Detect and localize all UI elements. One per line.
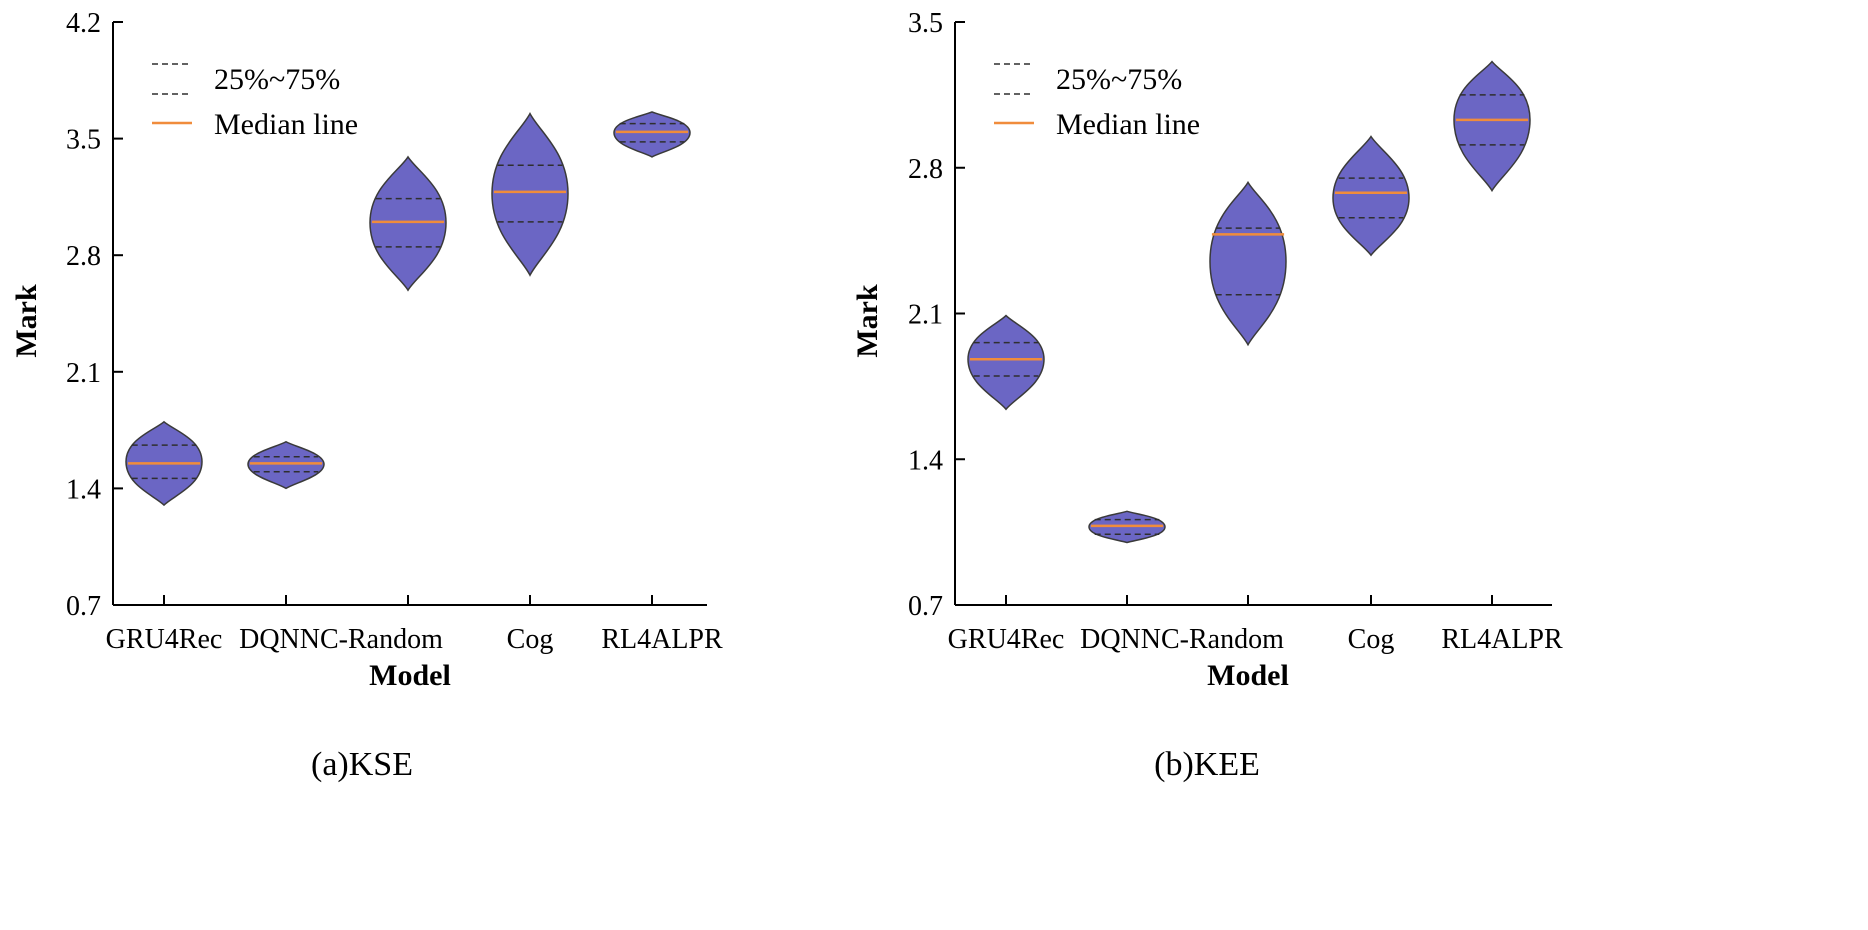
legend-median-label: Median line: [1056, 108, 1200, 141]
chart-panel-1: 0.7 1.4 2.1 2.8 3.5 4.2 GRU4Rec DQNNC-Random Cog…: [10, 8, 723, 783]
violin-body: [613, 111, 691, 158]
x-tick-label: GRU4Rec: [106, 624, 223, 655]
x-tick-label: Cog: [1348, 624, 1395, 655]
legend: 25%~75% Median line: [152, 63, 358, 141]
y-tick-label: 1.4: [66, 474, 101, 505]
y-tick-label: 2.1: [66, 358, 101, 389]
violin-body: [1453, 60, 1531, 193]
legend: 25%~75% Median line: [994, 63, 1200, 141]
y-tick-label: 0.7: [66, 591, 101, 622]
violin-1: [967, 314, 1045, 411]
y-axis-title: Mark: [10, 284, 43, 358]
violin-1: [125, 420, 203, 507]
violin-body: [491, 112, 569, 277]
y-tick-label: 3.5: [66, 125, 101, 156]
legend-median-label: Median line: [214, 108, 358, 141]
violin-body: [1332, 135, 1410, 257]
y-tick-label: 3.5: [908, 8, 943, 39]
violin-2: [247, 440, 325, 490]
violin-5: [1453, 60, 1531, 193]
x-axis-title: Model: [1207, 659, 1289, 692]
violin-5: [613, 111, 691, 158]
y-tick-label: 4.2: [66, 8, 101, 39]
y-tick-label: 2.8: [66, 241, 101, 272]
x-tick-label: DQNNC-Random: [1080, 624, 1284, 655]
x-axis-title: Model: [369, 659, 451, 692]
chart-panel-2: 0.7 1.4 2.1 2.8 3.5 GRU4Rec DQNNC-Random Cog RL4…: [851, 8, 1563, 783]
y-tick-label: 0.7: [908, 591, 943, 622]
violin-3: [369, 155, 447, 292]
violin-4: [1332, 135, 1410, 257]
figure-caption: (a)KSE: [311, 746, 413, 783]
y-axis-title: Mark: [851, 284, 884, 358]
violin-body: [967, 314, 1045, 411]
y-tick-label: 2.1: [908, 300, 943, 331]
x-tick-label: DQNNC-Random: [239, 624, 443, 655]
y-tick-label: 1.4: [908, 445, 943, 476]
violin-body: [369, 155, 447, 292]
violin-body: [1209, 180, 1287, 347]
x-tick-label: RL4ALPR: [601, 624, 723, 655]
figure-caption: (b)KEE: [1154, 746, 1260, 783]
violin-body: [247, 440, 325, 490]
x-tick-label: RL4ALPR: [1441, 624, 1563, 655]
x-tick-label: GRU4Rec: [948, 624, 1065, 655]
x-tick-label: Cog: [507, 624, 554, 655]
violin-2: [1088, 510, 1166, 544]
y-tick-label: 2.8: [908, 154, 943, 185]
legend-quartile-label: 25%~75%: [1056, 63, 1182, 96]
legend-quartile-label: 25%~75%: [214, 63, 340, 96]
violin-4: [491, 112, 569, 277]
violin-3: [1209, 180, 1287, 347]
